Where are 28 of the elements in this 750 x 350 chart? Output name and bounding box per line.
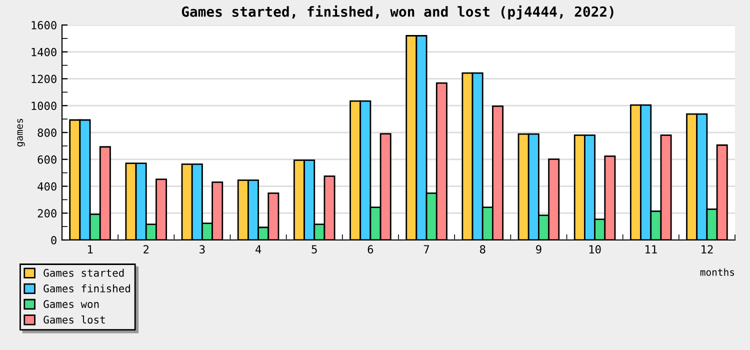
chart-title: Games started, finished, won and lost (pj4444, 2022)	[182, 5, 614, 20]
x-tick-label: 10	[589, 245, 601, 254]
legend-label: Games started	[44, 268, 124, 277]
x-tick-label: 6	[368, 245, 374, 254]
legend-label: Games won	[44, 300, 99, 308]
x-tick-label: 12	[702, 245, 713, 254]
legend-label: Games finished	[44, 284, 130, 292]
y-tick-label: 1200	[32, 74, 56, 84]
y-tick-label: 0	[51, 236, 56, 244]
y-tick-label: 1400	[32, 48, 56, 56]
x-tick-label: 8	[480, 245, 486, 254]
y-tick-label: 1600	[32, 21, 56, 30]
y-tick-label: 400	[38, 182, 56, 191]
x-axis-title: months	[700, 268, 734, 276]
x-tick-label: 9	[536, 245, 542, 254]
x-tick-label: 5	[312, 245, 317, 254]
y-tick-label: 1000	[32, 102, 56, 110]
y-tick-label: 200	[38, 209, 56, 218]
y-tick-label: 800	[38, 128, 56, 137]
x-tick-label: 3	[200, 245, 205, 254]
y-tick-label: 600	[38, 155, 56, 164]
x-tick-label: 1	[88, 245, 93, 254]
x-tick-label: 7	[424, 245, 430, 254]
x-tick-label: 11	[646, 245, 657, 254]
x-tick-label: 4	[256, 245, 262, 254]
legend-label: Games lost	[44, 315, 105, 324]
y-axis-title: games	[17, 118, 25, 147]
x-tick-label: 2	[144, 245, 149, 254]
